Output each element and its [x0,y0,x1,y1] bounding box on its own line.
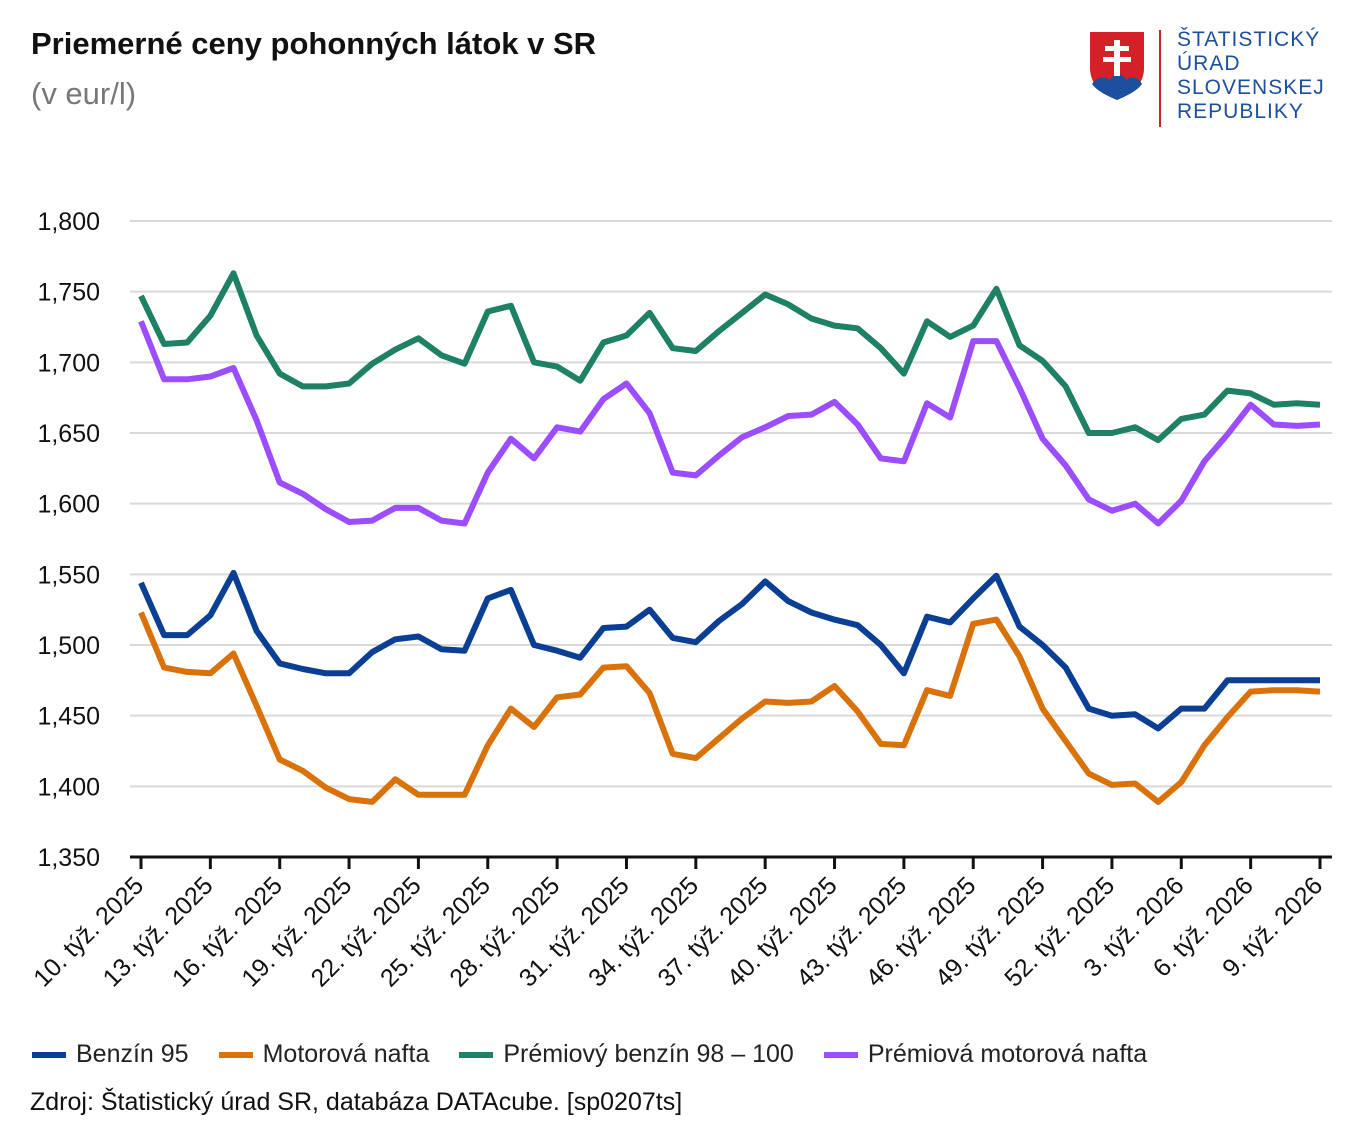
logo-line-1: ŠTATISTICKÝ [1177,28,1321,51]
legend-label: Prémiová motorová nafta [867,1040,1148,1068]
slovak-coat-of-arms-icon [1090,32,1144,100]
logo-line-3: SLOVENSKEJ [1177,76,1325,99]
source-note: Zdroj: Štatistický úrad SR, databáza DAT… [30,1088,683,1116]
y-tick-label: 1,400 [37,773,100,801]
series-line-0 [138,569,1320,732]
y-tick-label: 1,450 [37,703,100,731]
logo-text: ŠTATISTICKÝ ÚRAD SLOVENSKEJ REPUBLIKY [1177,28,1325,124]
series-line-2 [138,270,1321,444]
y-tick-label: 1,750 [37,279,100,307]
legend: Benzín 95 Motorová nafta Prémiový benzín… [32,1040,1147,1069]
line-chart: 1,350 1,400 1,450 1,500 1,550 1,600 1,650 1,700… [28,208,1332,992]
legend-item-premium-benzin: Prémiový benzín 98 – 100 [459,1040,794,1069]
y-tick-label: 1,700 [37,349,100,377]
y-tick-label: 1,650 [37,420,100,448]
legend-item-nafta: Motorová nafta [218,1040,430,1069]
legend-label: Motorová nafta [262,1040,430,1068]
legend-item-benzin95: Benzín 95 [32,1040,189,1069]
chart-subtitle: (v eur/l) [31,76,137,111]
chart-title: Priemerné ceny pohonných látok v SR [31,26,597,61]
legend-swatch [32,1051,66,1058]
y-tick-label: 1,600 [37,491,100,519]
y-tick-label: 1,500 [37,632,100,660]
logo-divider [1159,30,1161,127]
legend-swatch [823,1051,858,1058]
legend-label: Benzín 95 [76,1040,189,1068]
legend-swatch [218,1051,253,1058]
logo-line-2: ÚRAD [1177,52,1241,75]
logo-line-4: REPUBLIKY [1177,100,1304,123]
y-tick-label: 1,800 [37,208,100,236]
series-line-3 [138,320,1321,527]
legend-swatch [459,1051,494,1058]
legend-label: Prémiový benzín 98 – 100 [503,1040,794,1068]
legend-item-premium-nafta: Prémiová motorová nafta [823,1040,1148,1069]
series-line-1 [138,611,1321,805]
y-tick-label: 1,350 [37,844,100,872]
y-tick-label: 1,550 [37,561,100,589]
